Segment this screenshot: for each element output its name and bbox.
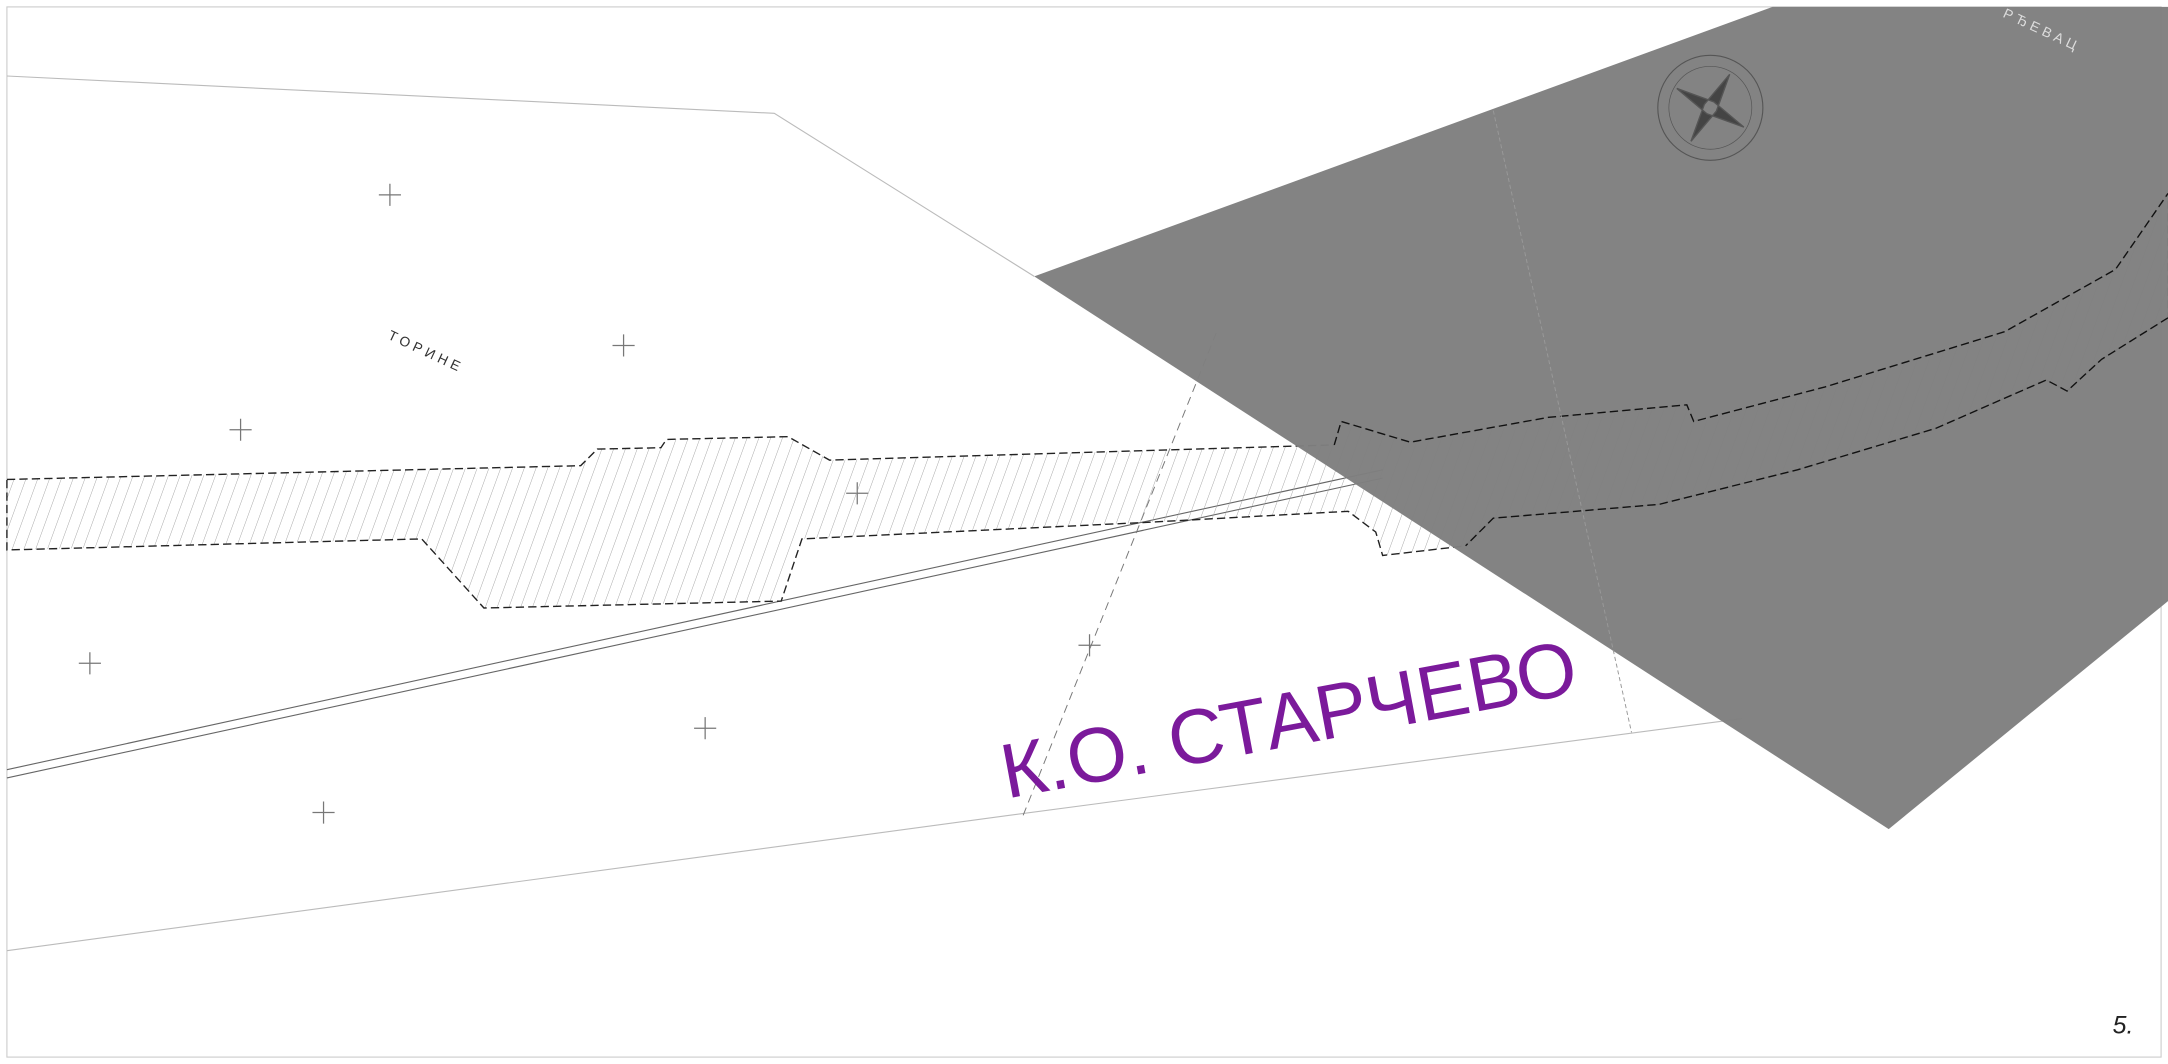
page-number: 5. [2113, 1012, 2134, 1040]
corridor-edge [1465, 317, 2168, 547]
parcel-boundary [6, 717, 1743, 952]
grid-crosses [78, 183, 1101, 824]
parcel-boundary [6, 75, 1035, 277]
compass [1657, 54, 1764, 161]
survey-line [1492, 110, 1633, 733]
survey-line [1022, 331, 1218, 816]
overlay-sheet [1034, 6, 2168, 830]
